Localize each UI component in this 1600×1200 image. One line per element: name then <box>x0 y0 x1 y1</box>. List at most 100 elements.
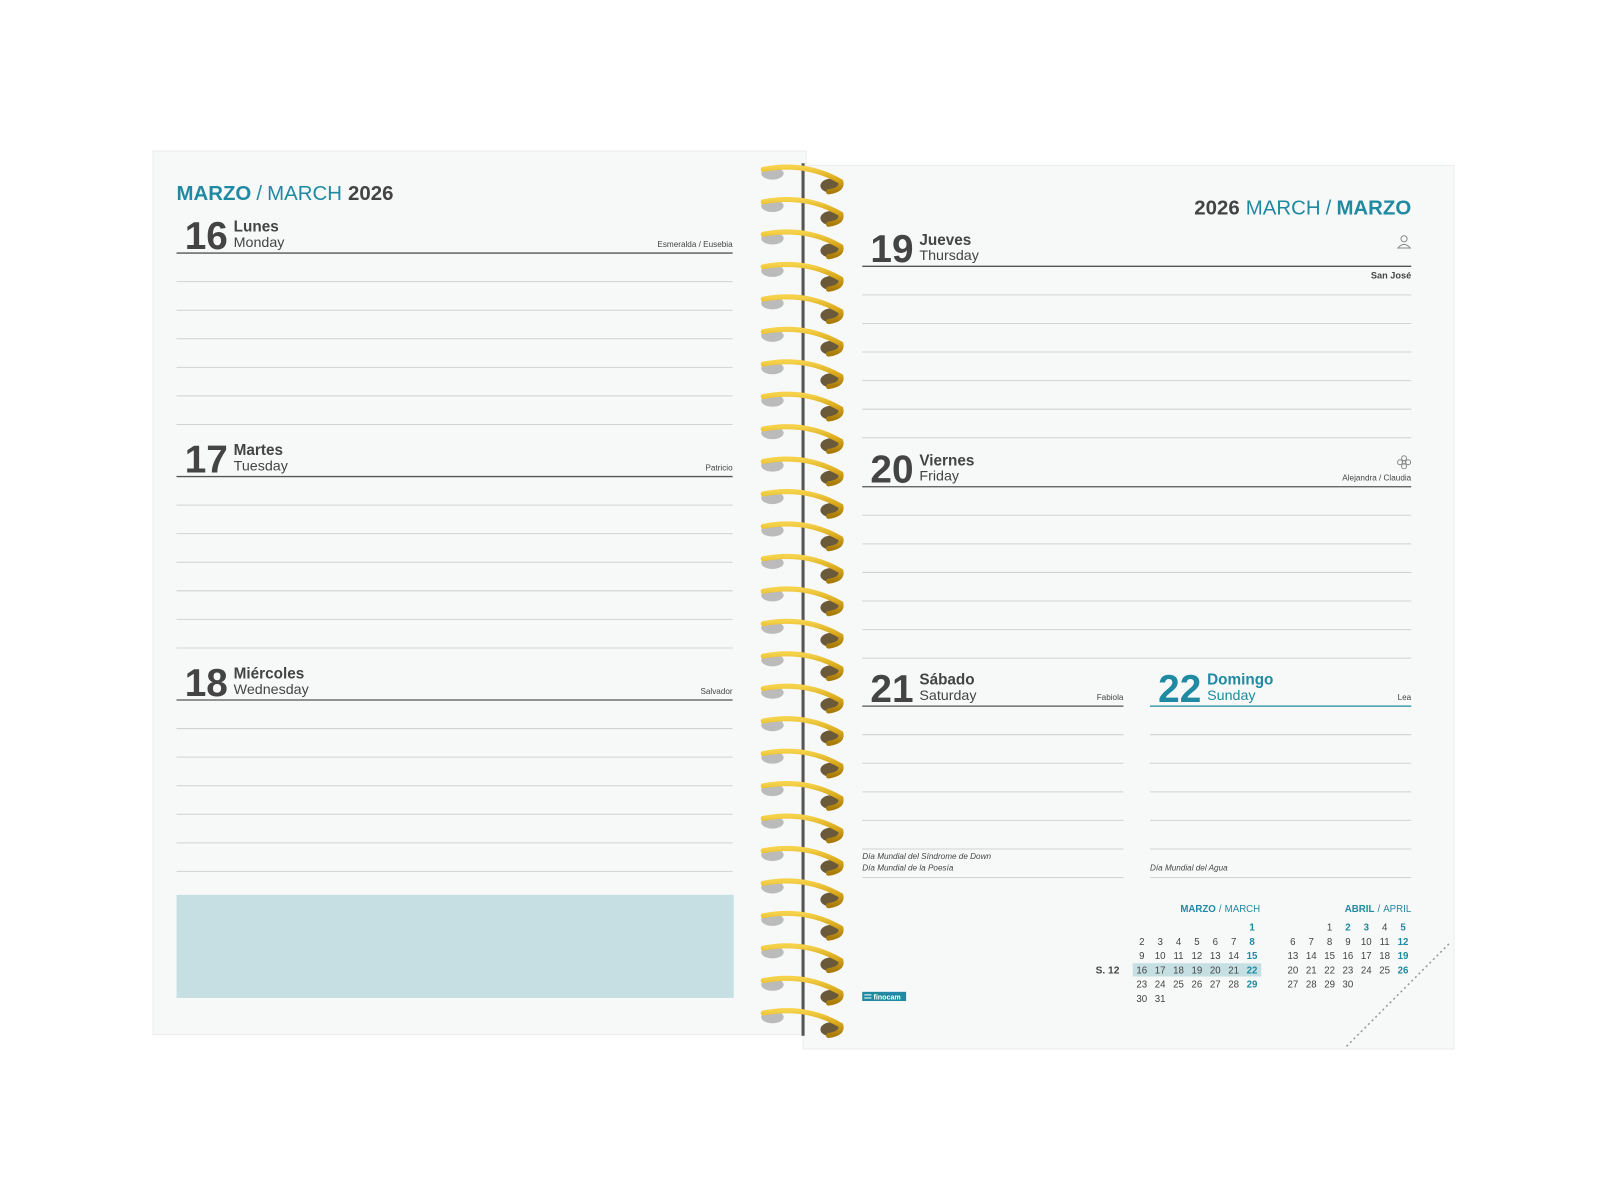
day-name-es: Domingo <box>1207 672 1273 689</box>
ring <box>760 294 844 325</box>
saints: Patricio <box>705 463 733 472</box>
ring <box>760 456 844 487</box>
mini-cal-day: 15 <box>1324 951 1335 962</box>
mini-cal-day: 10 <box>1155 951 1166 962</box>
mini-cal-day: 31 <box>1155 994 1166 1005</box>
day-name-es: Sábado <box>919 672 974 689</box>
mini-cal-day: 14 <box>1306 951 1317 962</box>
mini-cal-day: 3 <box>1157 937 1162 948</box>
ring <box>760 553 844 584</box>
ring <box>760 975 844 1006</box>
day-number: 22 <box>1158 668 1201 711</box>
mini-cal-day: 12 <box>1398 937 1409 948</box>
mini-cal-title: MARZO / MARCH <box>1180 904 1260 915</box>
day-name-es: Jueves <box>919 232 971 249</box>
saints: San José <box>1371 271 1411 281</box>
mini-cal-day: 21 <box>1228 965 1239 976</box>
day-note: Día Mundial de la Poesía <box>862 863 954 872</box>
person-icon <box>1396 235 1412 249</box>
ring <box>760 164 844 195</box>
day-name-es: Miércoles <box>234 666 305 683</box>
separator: / <box>1377 904 1380 915</box>
month-es: MARZO <box>177 183 252 205</box>
day-name-en: Saturday <box>919 688 977 704</box>
mini-cal-day: 14 <box>1228 951 1239 962</box>
day-number: 21 <box>870 668 913 711</box>
saints: Alejandra / Claudia <box>1342 474 1411 483</box>
mini-cal-day: 28 <box>1228 980 1239 991</box>
mini-cal-day: 6 <box>1290 937 1295 948</box>
saints: Lea <box>1398 693 1412 702</box>
month-es: MARZO <box>1336 197 1411 219</box>
separator: / <box>256 183 262 205</box>
ring <box>760 326 844 357</box>
ring <box>760 196 844 227</box>
mini-cal-day: 21 <box>1306 965 1317 976</box>
mini-cal-day: 25 <box>1379 965 1390 976</box>
mini-cal-day: 5 <box>1194 937 1199 948</box>
day-name-es: Lunes <box>234 219 279 236</box>
mini-cal-day: 30 <box>1343 980 1354 991</box>
mini-cal-day: 10 <box>1361 937 1372 948</box>
corner-perforation <box>1344 943 1450 1049</box>
ring <box>760 910 844 941</box>
month-en: MARCH <box>267 183 342 205</box>
mini-cal-day: 15 <box>1247 951 1258 962</box>
mini-cal-day: 13 <box>1287 951 1298 962</box>
mini-cal-day: 20 <box>1287 965 1298 976</box>
right-page <box>802 164 1455 1050</box>
mini-cal-day: 9 <box>1345 937 1350 948</box>
day-name-es: Viernes <box>919 452 974 469</box>
separator: / <box>1219 904 1222 915</box>
mini-cal-day: 3 <box>1364 923 1370 934</box>
mini-cal-day: 2 <box>1345 923 1350 934</box>
mini-cal-day: 1 <box>1249 923 1255 934</box>
year: 2026 <box>348 183 393 205</box>
ring <box>760 359 844 390</box>
ring <box>760 878 844 909</box>
ring <box>760 521 844 552</box>
ring <box>760 943 844 974</box>
day-number: 20 <box>870 449 913 492</box>
left-page <box>152 150 807 1036</box>
saints: Esmeralda / Eusebia <box>657 240 733 249</box>
mini-cal-day: 20 <box>1210 965 1221 976</box>
mini-cal-day: 6 <box>1213 937 1218 948</box>
ring <box>760 391 844 422</box>
mini-cal-day: 4 <box>1382 923 1388 934</box>
mini-cal-day: 18 <box>1379 951 1390 962</box>
mini-cal-day: 1 <box>1327 923 1332 934</box>
ring <box>760 586 844 617</box>
brand-name: finocam <box>873 993 900 1001</box>
separator: / <box>1326 197 1332 219</box>
day-note: Día Mundial del Síndrome de Down <box>862 852 991 861</box>
mini-cal-day: 16 <box>1343 951 1354 962</box>
mini-cal-day: 8 <box>1327 937 1332 948</box>
saints: Fabiola <box>1097 693 1124 702</box>
mini-cal-day: 17 <box>1361 951 1372 962</box>
day-name-en: Monday <box>234 235 286 251</box>
mini-cal-day: 9 <box>1139 951 1144 962</box>
mini-cal-day: 27 <box>1210 980 1221 991</box>
mini-cal-day: 2 <box>1139 937 1144 948</box>
right-header: 2026 MARCH / MARZO <box>1194 197 1411 219</box>
month-en: APRIL <box>1383 904 1412 915</box>
day-name-en: Sunday <box>1207 688 1256 704</box>
day-number: 17 <box>185 438 228 481</box>
day-name-en: Friday <box>919 469 960 485</box>
mini-cal-day: 24 <box>1155 980 1166 991</box>
mini-cal-day: 30 <box>1136 994 1147 1005</box>
flower-icon <box>1397 455 1412 470</box>
day-name-en: Wednesday <box>234 682 310 698</box>
mini-cal-day: 23 <box>1343 965 1354 976</box>
spiral <box>760 164 844 1039</box>
day-name-en: Thursday <box>919 248 979 264</box>
mini-cal-day: 26 <box>1192 980 1203 991</box>
ring <box>760 1008 844 1039</box>
ring <box>760 229 844 260</box>
ring <box>760 618 844 649</box>
mini-cal-day: 22 <box>1324 965 1335 976</box>
ring <box>760 748 844 779</box>
mini-cal-day: 19 <box>1398 951 1409 962</box>
